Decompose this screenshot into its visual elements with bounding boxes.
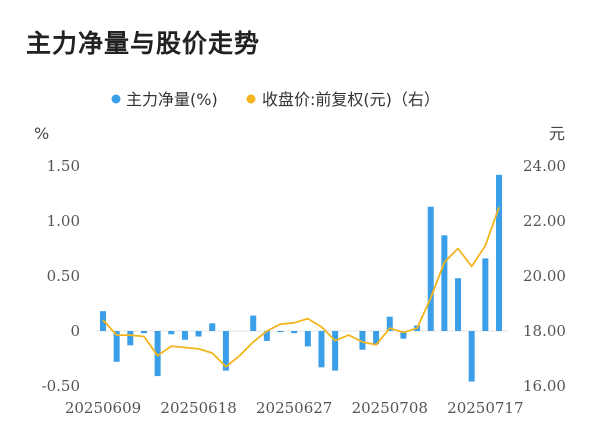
bar (386, 316, 393, 331)
left-tick-label: 0.50 (47, 267, 80, 285)
bar (291, 331, 298, 334)
bar (127, 331, 134, 346)
legend-bar-label: 主力净量(%) (126, 90, 218, 109)
bar (168, 331, 175, 335)
legend-bar-marker (111, 94, 121, 104)
left-axis-unit: % (34, 124, 49, 143)
bar (455, 278, 462, 331)
left-tick-label: 0 (70, 322, 80, 340)
x-tick-label: 20250609 (65, 399, 141, 417)
left-tick-label: 1.00 (47, 212, 80, 230)
bar (373, 331, 380, 345)
bar (195, 331, 202, 337)
price-line (102, 206, 500, 368)
right-tick-label: 22.00 (523, 212, 566, 230)
bar (250, 315, 257, 331)
x-tick-label: 20250717 (447, 399, 523, 417)
right-tick-label: 20.00 (523, 267, 566, 285)
bar (181, 331, 188, 340)
bar (482, 258, 489, 331)
left-axis: 1.50 1.00 0.50 0 -0.50 (42, 157, 80, 395)
right-axis-unit: 元 (549, 124, 565, 143)
x-axis: 20250609 20250618 20250627 20250708 20250717 (65, 399, 524, 417)
x-tick-label: 20250708 (352, 399, 428, 417)
bar (277, 331, 284, 333)
bar (113, 331, 120, 362)
legend-line-label: 收盘价:前复权(元)（右） (262, 90, 440, 109)
bar (468, 331, 475, 382)
x-tick-label: 20250618 (160, 399, 236, 417)
left-tick-label: 1.50 (47, 157, 80, 175)
bar (263, 331, 270, 341)
chart-title: 主力净量与股价走势 (26, 29, 261, 58)
bar (496, 174, 502, 331)
right-axis: 24.00 22.00 20.00 18.00 16.00 (523, 157, 566, 395)
left-tick-label: -0.50 (42, 377, 80, 395)
bar (400, 331, 407, 339)
legend-line-marker (246, 94, 256, 104)
legend: 主力净量(%) 收盘价:前复权(元)（右） (111, 90, 440, 109)
bar (441, 235, 448, 331)
bar (427, 206, 434, 331)
line-series (102, 206, 500, 368)
bar (332, 331, 339, 371)
bar-series (100, 174, 502, 382)
bar (140, 331, 147, 334)
x-tick-label: 20250627 (256, 399, 332, 417)
bar (318, 331, 325, 368)
bar (154, 331, 161, 377)
bar (222, 331, 229, 371)
right-tick-label: 24.00 (523, 157, 566, 175)
right-tick-label: 18.00 (523, 322, 566, 340)
right-tick-label: 16.00 (523, 377, 566, 395)
bar (209, 323, 216, 331)
bar (359, 331, 366, 350)
bar (304, 331, 311, 347)
